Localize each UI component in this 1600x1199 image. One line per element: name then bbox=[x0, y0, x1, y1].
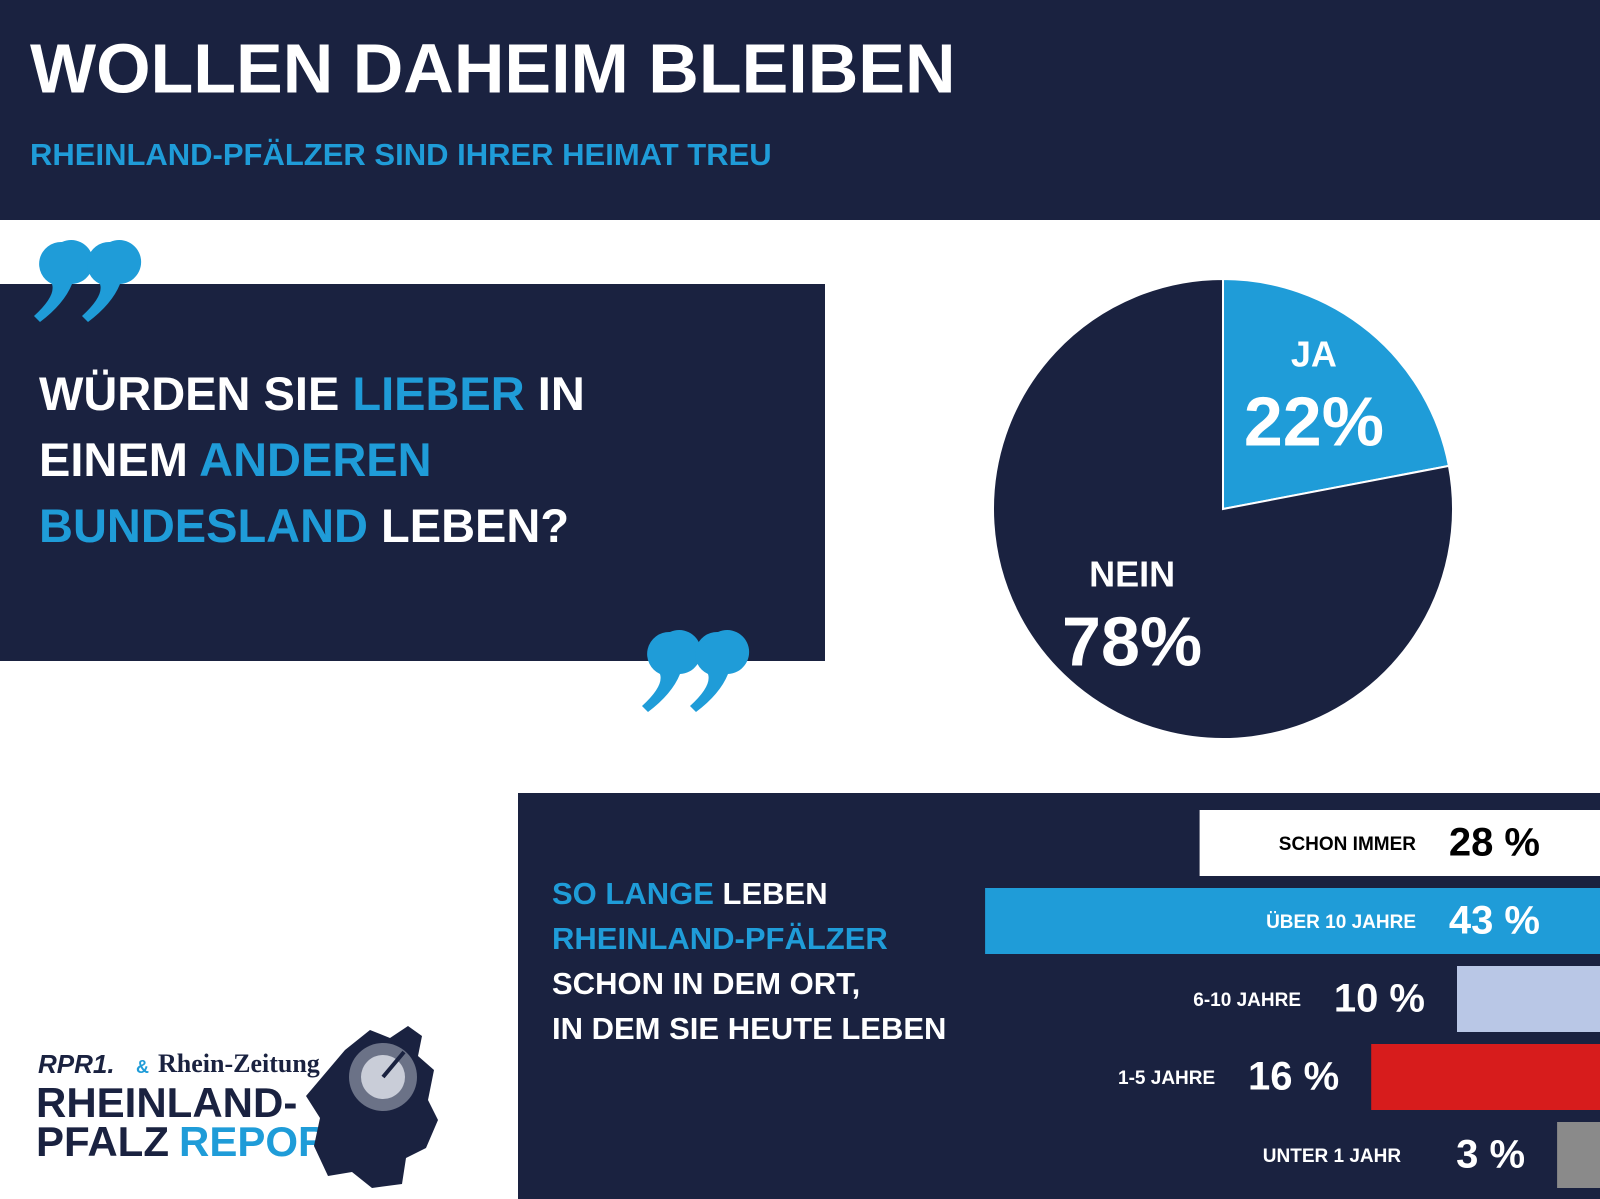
logo: RPR1. & Rhein-Zeitung RHEINLAND- PFALZ RE… bbox=[36, 1026, 438, 1188]
text-line: BUNDESLAND LEBEN? bbox=[39, 499, 569, 552]
header-band bbox=[0, 0, 1600, 220]
text-line: SCHON IN DEM ORT, bbox=[552, 966, 860, 1001]
pie-slice bbox=[992, 277, 1454, 740]
text-segment: LEBEN? bbox=[368, 499, 569, 552]
question-text: WÜRDEN SIE LIEBER IN EINEM ANDEREN BUNDESL… bbox=[39, 367, 585, 552]
bar bbox=[1199, 810, 1600, 876]
bar-value-label: 3 % bbox=[1456, 1133, 1525, 1177]
text-line: EINEM ANDEREN bbox=[39, 433, 432, 486]
bar bbox=[1371, 1044, 1600, 1110]
text-segment: RHEINLAND-PFÄLZER bbox=[552, 921, 888, 956]
slice-value-label: 22% bbox=[1244, 383, 1384, 461]
text-segment: SCHON IN DEM ORT, bbox=[552, 966, 860, 1001]
subtitle: RHEINLAND-PFÄLZER SIND IHRER HEIMAT TREU bbox=[30, 137, 772, 172]
slice-category: JA bbox=[1291, 334, 1337, 375]
text-line: WÜRDEN SIE LIEBER IN bbox=[39, 367, 585, 420]
quote-mark-close bbox=[642, 630, 750, 712]
logo-line1: RHEINLAND- bbox=[36, 1079, 297, 1126]
text-segment: EINEM bbox=[39, 433, 199, 486]
text-segment: ANDEREN bbox=[199, 433, 431, 486]
bar bbox=[1457, 966, 1600, 1032]
logo-line2: PFALZ REPORT bbox=[36, 1118, 354, 1165]
text-segment: WÜRDEN SIE bbox=[39, 367, 352, 420]
bar-category: UNTER 1 JAHR bbox=[1263, 1146, 1402, 1167]
bar-value-label: 16 % bbox=[1248, 1055, 1339, 1099]
bar-value-label: 10 % bbox=[1334, 977, 1425, 1021]
text-line: IN DEM SIE HEUTE LEBEN bbox=[552, 1011, 946, 1046]
pie-slice bbox=[1222, 277, 1451, 511]
slice-category: NEIN bbox=[1089, 553, 1175, 594]
text-segment: LEBEN bbox=[714, 876, 828, 911]
logo-needle bbox=[381, 1050, 406, 1079]
text-segment: SO LANGE bbox=[552, 876, 714, 911]
quote-mark-open bbox=[34, 240, 142, 322]
bar-category: ÜBER 10 JAHRE bbox=[1266, 912, 1416, 933]
bar-chart: SO LANGE LEBEN RHEINLAND-PFÄLZER SCHON IN … bbox=[552, 810, 1600, 1188]
bar-value-label: 43 % bbox=[1449, 899, 1540, 943]
text-segment: IN DEM SIE HEUTE LEBEN bbox=[552, 1011, 946, 1046]
slice-value-label: 78% bbox=[1062, 602, 1202, 680]
title: WOLLEN DAHEIM BLEIBEN bbox=[30, 29, 956, 107]
bar-value-label: 28 % bbox=[1449, 821, 1540, 865]
bar-category: 1-5 JAHRE bbox=[1118, 1068, 1215, 1089]
logo-brand: RPR1. bbox=[38, 1049, 115, 1079]
question-box bbox=[0, 284, 825, 661]
text-line: RHEINLAND-PFÄLZER bbox=[552, 921, 888, 956]
text-line: SO LANGE LEBEN bbox=[552, 876, 828, 911]
bar bbox=[1557, 1122, 1600, 1188]
text-segment: LIEBER bbox=[352, 367, 524, 420]
text-segment: IN bbox=[525, 367, 585, 420]
text-segment: BUNDESLAND bbox=[39, 499, 368, 552]
bar-category: SCHON IMMER bbox=[1279, 834, 1417, 855]
pie-chart: JA 22% NEIN 78% bbox=[992, 277, 1454, 740]
logo-partner: Rhein-Zeitung bbox=[158, 1049, 320, 1078]
logo-ampersand: & bbox=[136, 1057, 149, 1077]
bar-category: 6-10 JAHRE bbox=[1193, 990, 1301, 1011]
bar bbox=[985, 888, 1600, 954]
logo-line2a: PFALZ bbox=[36, 1118, 169, 1165]
